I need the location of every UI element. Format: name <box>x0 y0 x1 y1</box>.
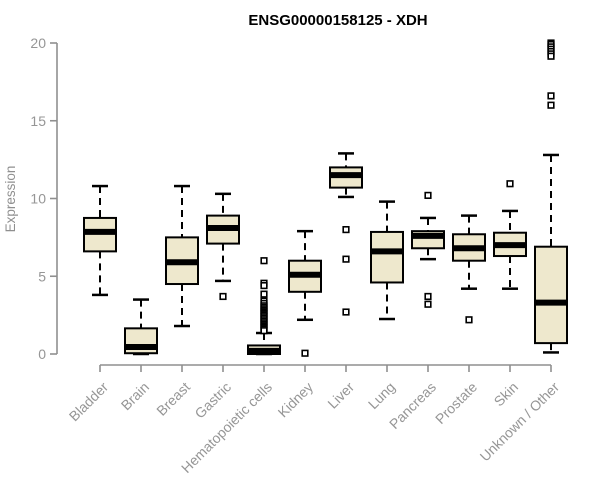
x-tick-label-skin: Skin <box>491 379 522 410</box>
outlier-hematopoietic-cells <box>260 281 268 290</box>
outlier-unknown-other <box>547 101 555 109</box>
outlier-hematopoietic-cells <box>260 327 268 335</box>
y-tick-label: 5 <box>38 268 46 284</box>
x-tick-label-breast: Breast <box>153 379 193 419</box>
chart-title: ENSG00000158125 - XDH <box>248 12 427 29</box>
outlier-liver <box>342 308 350 316</box>
outlier-unknown-other <box>547 92 555 100</box>
x-tick-label-liver: Liver <box>324 379 357 412</box>
y-axis-label: Expression <box>3 166 18 233</box>
outlier-pancreas <box>424 292 432 301</box>
outlier-hematopoietic-cells <box>260 257 268 265</box>
x-tick-label-brain: Brain <box>118 379 152 413</box>
outlier-gastric <box>219 292 227 301</box>
outlier-liver <box>342 255 350 263</box>
outlier-prostate <box>465 316 473 324</box>
x-tick-label-lung: Lung <box>365 379 398 412</box>
outlier-hematopoietic-cells <box>260 290 268 298</box>
y-tick-label: 10 <box>30 191 46 207</box>
y-tick-label: 15 <box>30 113 46 129</box>
box-lung <box>370 230 404 284</box>
outlier-skin <box>506 180 514 188</box>
box-unknown-other <box>534 245 568 345</box>
y-tick-label: 0 <box>38 346 46 362</box>
outlier-pancreas <box>424 300 432 308</box>
x-tick-label-prostate: Prostate <box>432 379 480 427</box>
x-tick-label-bladder: Bladder <box>66 379 112 425</box>
y-tick-label: 20 <box>30 35 46 51</box>
outlier-kidney <box>301 349 309 357</box>
outlier-pancreas <box>424 191 432 199</box>
outlier-unknown-other <box>547 52 555 60</box>
x-tick-label-kidney: Kidney <box>275 379 317 421</box>
outlier-liver <box>342 226 350 234</box>
